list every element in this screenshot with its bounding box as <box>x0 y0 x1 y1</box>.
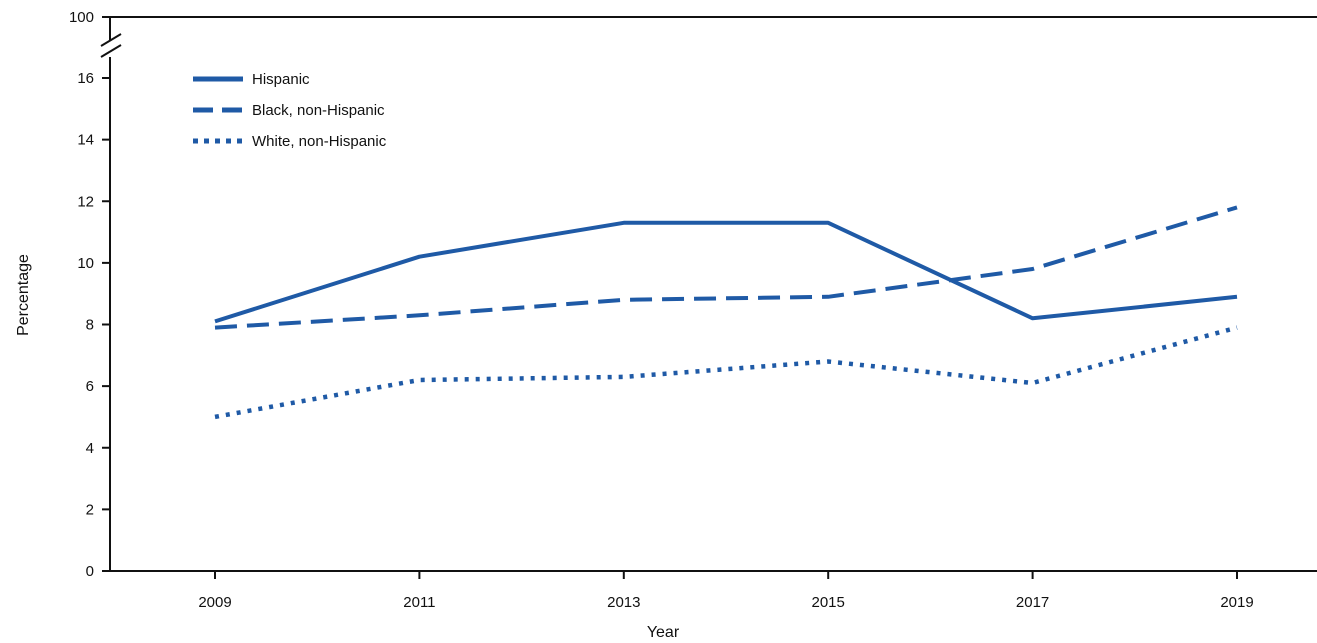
y-tick-label: 2 <box>86 501 94 518</box>
series-line-dotted <box>214 325 1238 420</box>
series-lines <box>214 205 1238 420</box>
x-tick-label: 2009 <box>198 594 231 611</box>
y-tick-label: 12 <box>77 193 94 210</box>
axis-break-mark-upper <box>100 33 122 47</box>
y-tick-label: 16 <box>77 70 94 87</box>
y-tick-label: 8 <box>86 317 94 334</box>
x-tick-label: 2013 <box>607 594 640 611</box>
legend-label: White, non-Hispanic <box>252 133 387 150</box>
x-axis-title: Year <box>647 624 680 641</box>
y-tick-label: 4 <box>86 440 94 457</box>
y-tick-label: 14 <box>77 132 94 149</box>
legend: Hispanic Black, non-Hispanic White, non-Hi… <box>193 71 387 150</box>
series-line-dashed <box>214 205 1238 330</box>
y-tick-label: 6 <box>86 378 94 395</box>
legend-label: Black, non-Hispanic <box>252 102 385 119</box>
x-tick-label: 2017 <box>1016 594 1049 611</box>
y-axis-title: Percentage <box>15 254 32 336</box>
y-tick-label-top: 100 <box>69 9 94 26</box>
legend-label: Hispanic <box>252 71 310 88</box>
y-tick-label: 10 <box>77 255 94 272</box>
x-tick-label: 2019 <box>1220 594 1253 611</box>
axes <box>100 16 1317 579</box>
series-line-solid <box>214 220 1238 324</box>
tick-labels: 0 2 4 6 8 10 12 14 16 100 2009 2011 2013 2015 2017 2019 <box>69 9 1254 611</box>
x-tick-label: 2011 <box>403 594 435 611</box>
x-tick-label: 2015 <box>812 594 845 611</box>
y-tick-label: 0 <box>86 563 94 580</box>
axis-break-mark-lower <box>100 44 122 58</box>
